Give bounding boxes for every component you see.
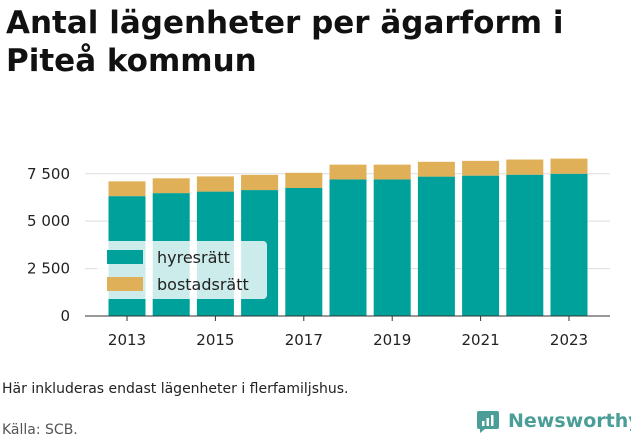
bar-bostadsratt-2021	[462, 160, 500, 176]
y-tick-label: 0	[60, 307, 70, 325]
bar-hyresratt-2023	[550, 173, 588, 316]
chart-note: Här inkluderas endast lägenheter i flerf…	[2, 381, 349, 397]
legend-item-bostadsratt: bostadsrätt	[107, 273, 249, 295]
bar-bostadsratt-2016	[241, 174, 279, 191]
bar-bostadsratt-2015	[196, 176, 234, 192]
x-tick-label: 2015	[196, 331, 234, 349]
x-tick-label: 2023	[550, 331, 588, 349]
y-tick-label: 5 000	[27, 212, 70, 230]
x-tick-label: 2021	[462, 331, 500, 349]
legend-label-bostadsratt: bostadsrätt	[157, 274, 249, 294]
bar-bostadsratt-2022	[506, 159, 544, 175]
bar-bostadsratt-2020	[417, 161, 455, 177]
newsworthy-logo-icon	[477, 411, 499, 433]
bar-bostadsratt-2017	[285, 172, 323, 188]
legend-item-hyresratt: hyresrätt	[107, 246, 230, 268]
bar-hyresratt-2017	[285, 187, 323, 316]
y-tick-label: 7 500	[27, 165, 70, 183]
chart-title: Antal lägenheter per ägarform i Piteå ko…	[6, 5, 564, 79]
x-tick-label: 2019	[373, 331, 411, 349]
legend-swatch-bostadsratt	[107, 277, 143, 291]
bar-hyresratt-2020	[417, 176, 455, 316]
x-tick-label: 2017	[285, 331, 323, 349]
bar-bostadsratt-2013	[108, 181, 146, 197]
bar-bostadsratt-2014	[152, 178, 190, 194]
legend-label-hyresratt: hyresrätt	[157, 247, 230, 267]
bar-bostadsratt-2019	[373, 164, 411, 180]
x-tick-label: 2013	[108, 331, 146, 349]
bar-hyresratt-2018	[329, 179, 367, 316]
source-text: Källa: SCB.	[2, 422, 78, 438]
brand-logo[interactable]: Newsworthy	[476, 409, 631, 433]
bar-hyresratt-2019	[373, 179, 411, 316]
brand-name: Newsworthy	[508, 410, 631, 432]
bar-bostadsratt-2023	[550, 158, 588, 174]
bar-hyresratt-2021	[462, 175, 500, 316]
bar-hyresratt-2022	[506, 174, 544, 316]
y-tick-label: 2 500	[27, 260, 70, 278]
legend: hyresrätt bostadsrätt	[97, 241, 267, 299]
bar-bostadsratt-2018	[329, 164, 367, 180]
legend-swatch-hyresratt	[107, 250, 143, 264]
